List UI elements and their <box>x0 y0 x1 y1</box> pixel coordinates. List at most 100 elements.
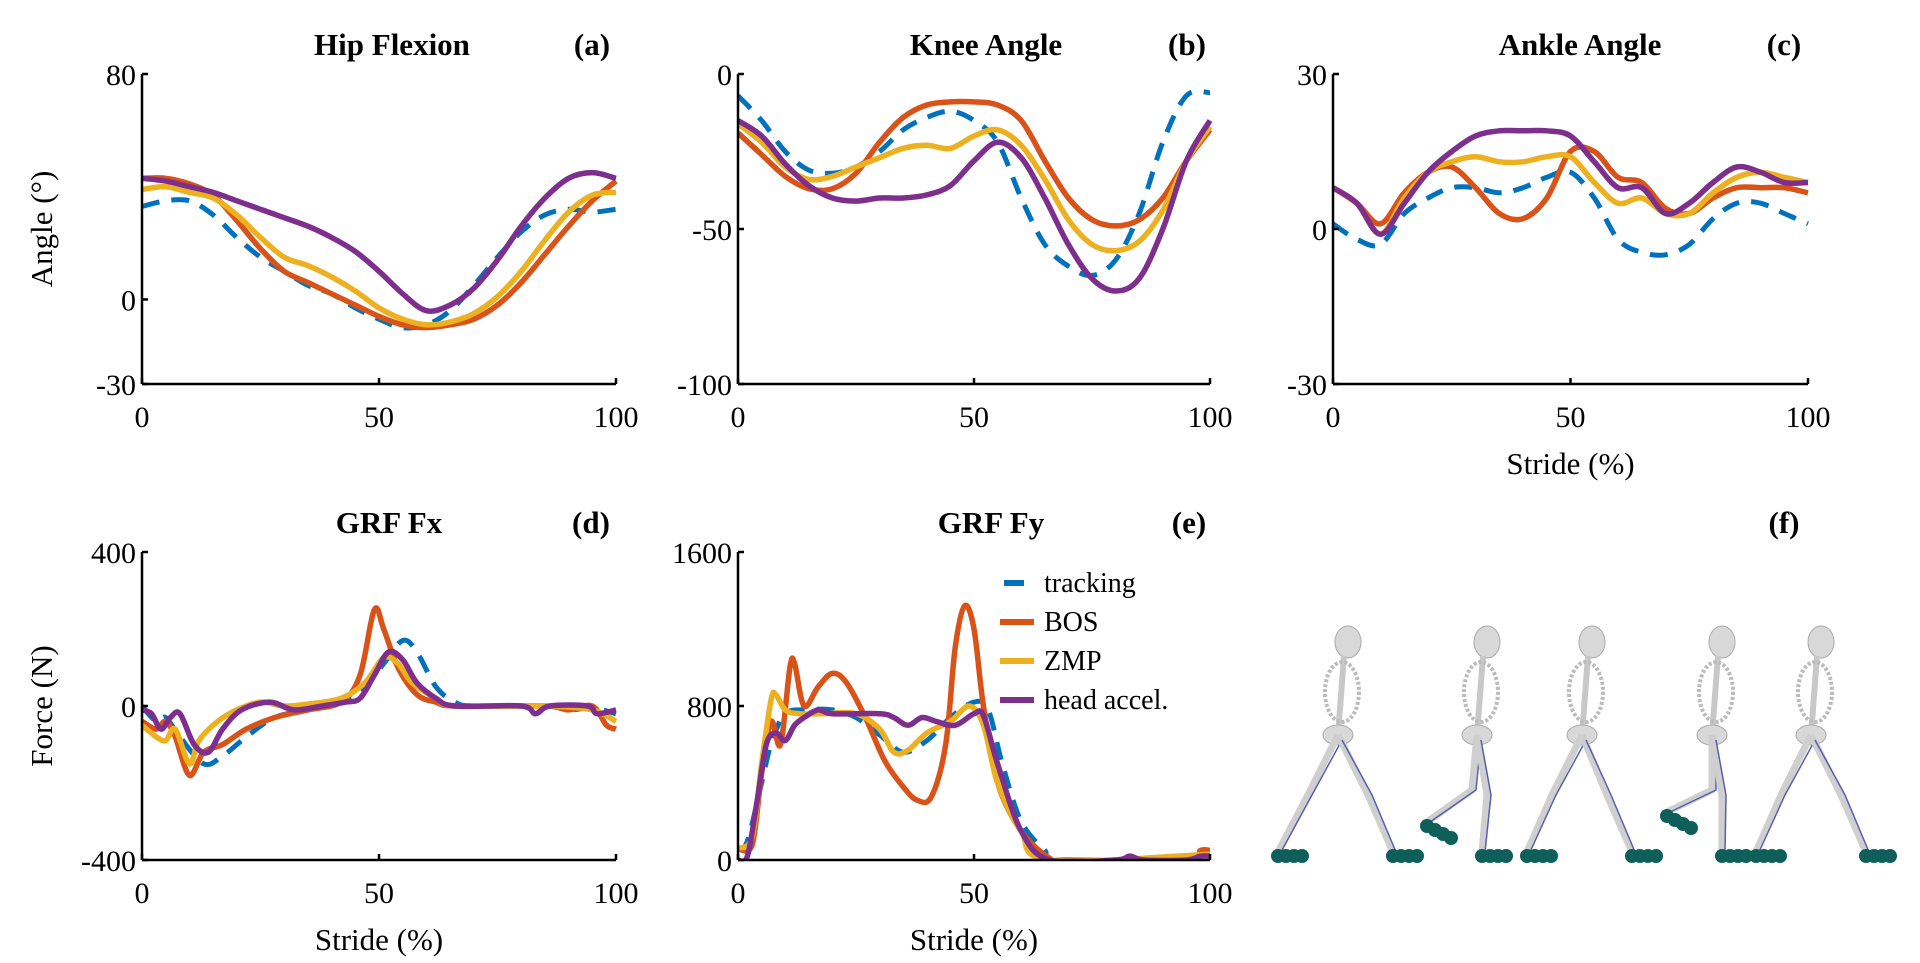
y-tick-label: 0 <box>121 284 136 317</box>
panel-label: (e) <box>1172 505 1206 540</box>
legend-item: tracking <box>1004 568 1136 599</box>
legend-item: head accel. <box>1000 685 1168 716</box>
x-tick-label: 0 <box>731 877 746 910</box>
x-tick-label: 50 <box>959 877 989 910</box>
leg-bones <box>1708 734 1726 852</box>
skull-icon <box>1578 625 1606 659</box>
x-tick-label: 0 <box>731 401 746 434</box>
panel-label: (f) <box>1769 505 1800 540</box>
y-tick-label: 80 <box>106 59 136 92</box>
x-tick-label: 0 <box>135 401 150 434</box>
ribcage <box>1462 660 1500 724</box>
muscle-lines <box>1758 739 1816 853</box>
leg-bones <box>1424 734 1481 825</box>
chart-title: GRF Fy <box>938 505 1045 540</box>
y-tick-label: -400 <box>81 845 136 878</box>
series-line-zmp <box>142 183 617 328</box>
legend-item: ZMP <box>1000 646 1102 677</box>
leg-bones <box>1665 735 1716 816</box>
foot-contact-sphere <box>1410 849 1424 863</box>
series-line-bos <box>738 602 1211 860</box>
series-line-head-accel <box>142 169 617 314</box>
muscle-lines <box>1715 739 1727 853</box>
muscle-lines <box>1529 739 1587 853</box>
foot-contact-sphere <box>1684 821 1698 835</box>
ribcage <box>1567 660 1605 724</box>
x-tick-label: 100 <box>1786 401 1831 434</box>
y-tick-label: -30 <box>1287 369 1327 402</box>
y-tick-label: -30 <box>96 369 136 402</box>
series-group <box>738 88 1213 294</box>
x-tick-label: 100 <box>594 877 639 910</box>
y-tick-label: -100 <box>677 369 732 402</box>
x-tick-label: 50 <box>959 401 989 434</box>
legend-label: BOS <box>1044 607 1098 638</box>
legend-label: ZMP <box>1044 646 1102 677</box>
ribcage <box>1697 660 1735 724</box>
x-axis-label: Stride (%) <box>315 922 443 957</box>
foot-contact-sphere <box>1295 849 1309 863</box>
leg-bones <box>1274 733 1342 854</box>
ribcage <box>1323 660 1361 724</box>
leg-bones <box>1752 733 1815 854</box>
leg-bones <box>1334 733 1397 854</box>
y-tick-label: 0 <box>717 59 732 92</box>
x-axis-label: Stride (%) <box>1506 446 1634 481</box>
legend: tracking BOS ZMP head accel. <box>1000 568 1168 716</box>
skull-icon <box>1708 625 1736 659</box>
chart-title: Ankle Angle <box>1499 27 1662 62</box>
panel-label: (a) <box>574 27 610 62</box>
chart-panel-b: Knee Angle (b) 0 50 100 -100 -50 0 <box>677 27 1233 434</box>
legend-item: BOS <box>1000 607 1098 638</box>
panel-label: (c) <box>1767 27 1801 62</box>
foot-contact-sphere <box>1649 849 1663 863</box>
leg-bones <box>1807 733 1870 854</box>
muscle-lines <box>1480 739 1492 853</box>
foot-contact-sphere <box>1499 849 1513 863</box>
x-axis-label: Stride (%) <box>910 922 1038 957</box>
muscle-lines <box>1814 739 1870 853</box>
legend-label: tracking <box>1044 568 1136 599</box>
series-group <box>1333 127 1809 258</box>
panel-label: (d) <box>572 505 610 540</box>
panel-label: (b) <box>1168 27 1206 62</box>
skeleton-frame <box>1420 625 1513 863</box>
series-line-tracking <box>738 698 1210 860</box>
y-tick-label: 0 <box>1312 214 1327 247</box>
y-tick-label: 0 <box>717 845 732 878</box>
series-line-head-accel <box>738 707 1211 860</box>
muscle-lines <box>1585 739 1636 853</box>
y-tick-label: 400 <box>91 537 136 570</box>
skeleton-frame <box>1749 625 1897 863</box>
foot-contact-sphere <box>1444 831 1458 845</box>
skeleton-frame <box>1271 625 1424 863</box>
chart-title: GRF Fx <box>336 505 443 540</box>
leg-bones <box>1473 734 1491 853</box>
chart-panel-e: GRF Fy (e) 0 50 100 0 800 1600 Stride (%) <box>672 505 1233 957</box>
legend-label: head accel. <box>1044 685 1168 716</box>
leg-bones <box>1578 733 1636 854</box>
series-group <box>142 169 618 331</box>
x-tick-label: 0 <box>1326 401 1341 434</box>
series-line-head-accel <box>142 648 617 756</box>
ribcage <box>1796 660 1834 724</box>
muscle-lines <box>1341 739 1397 853</box>
skull-icon <box>1473 625 1501 659</box>
x-tick-label: 100 <box>1188 401 1233 434</box>
x-tick-label: 100 <box>594 401 639 434</box>
x-tick-label: 100 <box>1188 877 1233 910</box>
series-line-tracking <box>1333 168 1809 258</box>
x-tick-label: 50 <box>364 401 394 434</box>
y-tick-label: 1600 <box>672 537 732 570</box>
y-axis-label: Force (N) <box>24 645 59 766</box>
x-tick-label: 50 <box>1556 401 1586 434</box>
skeleton-frame <box>1520 625 1663 863</box>
series-line-head-accel <box>1333 127 1809 237</box>
y-axis-label: Angle (°) <box>24 171 59 288</box>
y-tick-label: 0 <box>121 691 136 724</box>
x-tick-label: 50 <box>364 877 394 910</box>
leg-bones <box>1523 733 1586 854</box>
